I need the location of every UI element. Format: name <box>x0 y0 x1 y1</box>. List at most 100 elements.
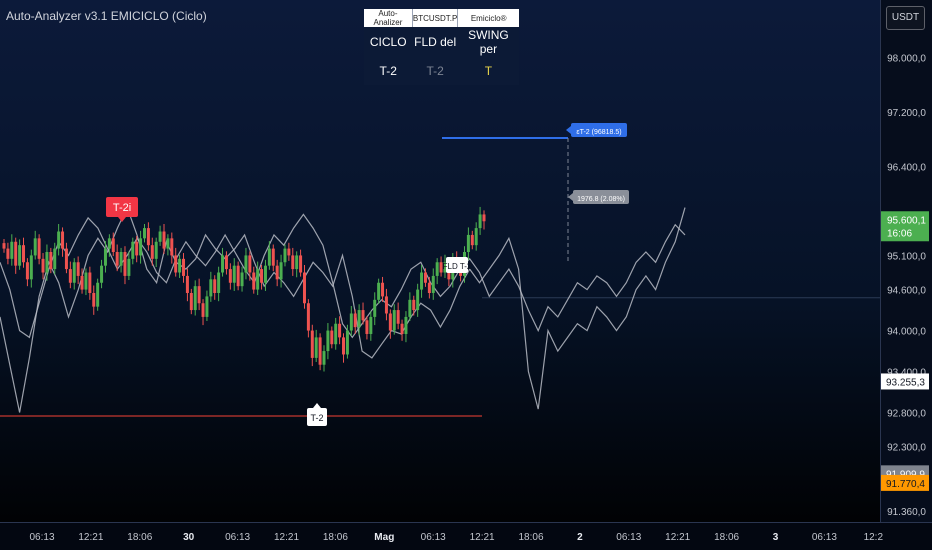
candle-body <box>439 262 443 273</box>
countdown-label: 16:06 <box>887 228 912 239</box>
time-axis[interactable]: 06:13 12:21 18:06 30 06:13 12:21 18:06 Mag 06:13… <box>29 532 883 543</box>
candle-body <box>302 272 306 304</box>
candle-body <box>84 272 88 290</box>
candle-body <box>14 241 18 266</box>
candle-body <box>205 296 209 317</box>
candle-body <box>314 337 318 358</box>
time-tick-label: 30 <box>183 532 195 543</box>
distance-label-pointer <box>568 193 573 201</box>
candle-body <box>357 310 361 328</box>
candle-body <box>416 289 420 311</box>
candle-body <box>240 272 244 287</box>
level-lines <box>0 137 880 417</box>
candle-body <box>115 252 119 266</box>
candle-body <box>209 279 213 297</box>
candle-body <box>53 248 57 270</box>
candle-body <box>103 248 107 266</box>
candle-body <box>217 272 221 293</box>
price-label: 93.255,3 <box>886 377 925 388</box>
candle-body <box>96 282 100 307</box>
trough-label: T-2 <box>310 413 323 423</box>
candle-body <box>150 245 154 259</box>
candle-body <box>92 292 96 307</box>
candle-body <box>146 228 150 246</box>
candle-body <box>88 272 92 293</box>
candle-body <box>420 272 424 290</box>
candle-body <box>72 262 76 283</box>
candle-body <box>342 337 346 355</box>
table-header-symbol: BTCUSDT.P <box>412 9 459 27</box>
candle-body <box>412 299 416 311</box>
target-label-pointer <box>566 126 571 134</box>
candle-body <box>139 238 143 256</box>
candle-body <box>435 262 439 276</box>
candle-body <box>244 255 248 273</box>
candle-body <box>295 255 299 270</box>
candle-body <box>470 234 474 246</box>
candle-body <box>427 282 431 293</box>
indicator-title[interactable]: Auto-Analyzer v3.1 EMICICLO (Ciclo) <box>6 9 207 23</box>
table-cell-swing: SWING per <box>468 28 509 56</box>
candle-body <box>213 279 217 293</box>
candle-body <box>275 265 279 280</box>
candle-body <box>33 238 37 256</box>
fld-label: FLD T-2 <box>443 262 472 271</box>
candle-body <box>396 310 400 324</box>
table-cell-fld: FLD del <box>414 35 457 49</box>
candle-body <box>135 241 139 256</box>
candle-body <box>57 231 61 249</box>
candle-body <box>306 303 310 331</box>
price-labels: 95.600,1 16:06 93.255,3 91.909,991.770,4 <box>881 211 929 491</box>
peak-label-pointer <box>118 217 126 222</box>
time-tick-label: 06:13 <box>616 532 641 543</box>
currency-selector[interactable]: USDT <box>886 6 925 30</box>
candle-body <box>388 313 392 331</box>
candle-body <box>236 265 240 287</box>
candle-body <box>41 258 45 273</box>
candle-body <box>107 238 111 249</box>
table-cell-ciclo-value: T-2 <box>379 64 397 78</box>
candle-body <box>119 252 123 266</box>
candle-body <box>189 292 193 311</box>
fld-label-box <box>446 257 468 273</box>
candle-body <box>18 245 22 266</box>
distance-label: 1976.8 (2.08%) <box>577 196 625 203</box>
time-axis-separator <box>0 522 932 523</box>
candle-body <box>221 255 225 273</box>
annotations: T-2i T-2 FLD T-2 ɛT-2 (96818.5) 1976.8 (2.08… <box>106 123 629 426</box>
candle-body <box>408 299 412 317</box>
candle-body <box>29 255 33 280</box>
time-tick-label: 18:06 <box>714 532 739 543</box>
time-tick-label: 06:13 <box>225 532 250 543</box>
candle-body <box>185 275 189 293</box>
candle-body <box>2 243 6 249</box>
price-tick-label: 94.000,0 <box>887 327 926 338</box>
candle-body <box>365 320 369 334</box>
price-tick-label: 92.300,0 <box>887 443 926 454</box>
candle-body <box>353 313 357 328</box>
candle-body <box>482 214 486 222</box>
time-axis-background[interactable] <box>0 523 932 550</box>
candle-body <box>287 248 291 256</box>
time-tick-label: 12:21 <box>274 532 299 543</box>
price-axis-background[interactable] <box>881 0 932 522</box>
fld-line-b <box>0 213 686 339</box>
price-axis-separator <box>880 0 881 522</box>
time-tick-label: Mag <box>374 532 394 543</box>
candle-body <box>466 234 470 253</box>
time-tick-label: 12:2 <box>864 532 884 543</box>
time-tick-label: 12:21 <box>470 532 495 543</box>
candle-body <box>158 231 162 242</box>
candle-body <box>170 238 174 256</box>
price-label: 91.770,4 <box>886 479 925 490</box>
price-axis[interactable]: 98.000,0 97.200,0 96.400,0 95.100,0 94.600,0… <box>887 53 926 518</box>
price-label-box <box>881 474 929 491</box>
candle-body <box>338 323 342 338</box>
price-tick-label: 95.100,0 <box>887 251 926 262</box>
candle-body <box>142 228 146 239</box>
trough-label-box <box>307 408 327 426</box>
time-tick-label: 06:13 <box>812 532 837 543</box>
candle-body <box>248 255 252 273</box>
